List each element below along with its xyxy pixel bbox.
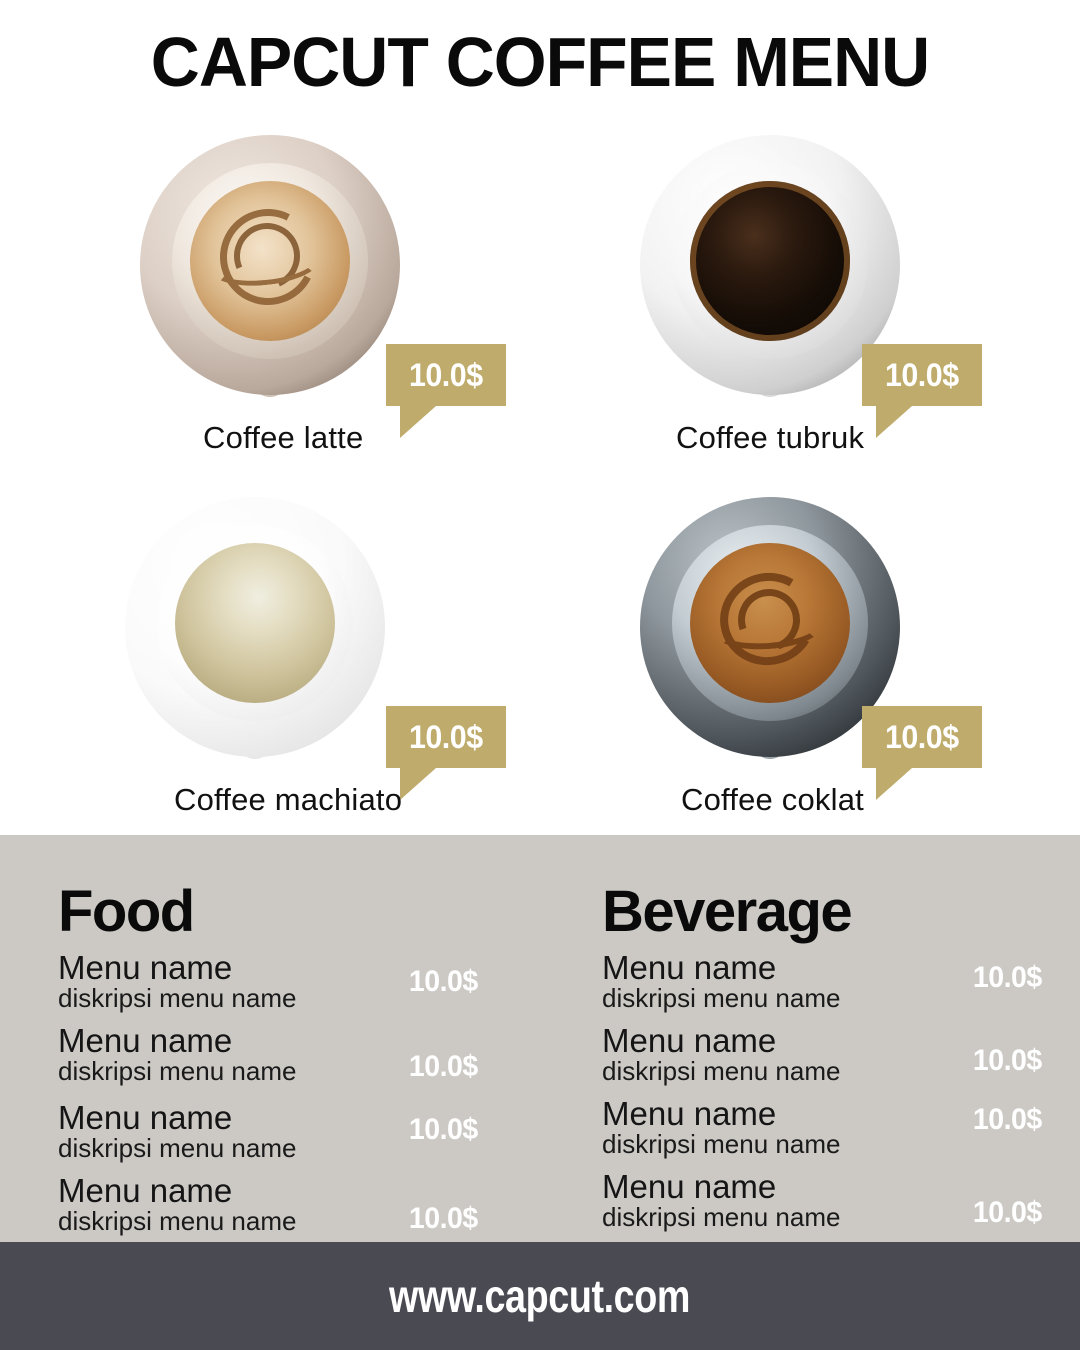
coffee-cup-chocolate-image — [640, 497, 900, 759]
badge-tail-icon — [876, 768, 912, 800]
menu-row[interactable]: Menu name diskripsi menu name 10.0$ — [602, 1024, 1062, 1085]
cocoa-art-icon — [690, 543, 850, 703]
menu-row[interactable]: Menu name diskripsi menu name 10.0$ — [58, 1174, 528, 1236]
menu-item-description: diskripsi menu name — [602, 1128, 841, 1159]
menu-item-price: 10.0$ — [409, 1049, 479, 1083]
cup-liquid — [190, 181, 350, 341]
latte-art-icon — [190, 181, 350, 341]
menu-column-beverage: Beverage Menu name diskripsi menu name 1… — [602, 835, 1062, 1243]
menu-item-name: Menu name — [58, 1098, 233, 1136]
menu-item-description: diskripsi menu name — [58, 1132, 297, 1163]
badge-tail-icon — [400, 768, 436, 800]
menu-row[interactable]: Menu name diskripsi menu name 10.0$ — [602, 1097, 1062, 1158]
price-amount: 10.0$ — [409, 718, 483, 755]
menu-item-name: Menu name — [602, 1094, 777, 1132]
coffee-cup-latte-image — [140, 135, 400, 397]
menu-item-price: 10.0$ — [973, 1195, 1043, 1229]
cup-liquid — [690, 181, 850, 341]
badge-tail-icon — [400, 406, 436, 438]
menu-item-price: 10.0$ — [973, 1043, 1043, 1077]
cup-liquid — [175, 543, 335, 703]
menu-item-name: Menu name — [58, 1021, 233, 1059]
menu-item-price: 10.0$ — [973, 1102, 1043, 1136]
coffee-item-machiato[interactable] — [45, 497, 485, 759]
menu-rows-beverage: Menu name diskripsi menu name 10.0$ Menu… — [602, 951, 1062, 1231]
cup-liquid — [690, 543, 850, 703]
menu-item-description: diskripsi menu name — [58, 1205, 297, 1236]
menu-row[interactable]: Menu name diskripsi menu name 10.0$ — [58, 1101, 528, 1162]
price-amount: 10.0$ — [409, 356, 483, 393]
coffee-name-coklat: Coffee coklat — [681, 782, 864, 817]
coffee-name-machiato: Coffee machiato — [174, 782, 403, 817]
page-title: CAPCUT COFFEE MENU — [150, 23, 930, 101]
menu-item-price: 10.0$ — [409, 1112, 479, 1146]
menu-item-price: 10.0$ — [409, 1201, 479, 1235]
menu-row[interactable]: Menu name diskripsi menu name 10.0$ — [58, 1024, 528, 1085]
menu-row[interactable]: Menu name diskripsi menu name 10.0$ — [602, 951, 1062, 1012]
menu-column-food: Food Menu name diskripsi menu name 10.0$… — [58, 835, 528, 1248]
menu-item-description: diskripsi menu name — [602, 982, 841, 1013]
coffee-name-latte: Coffee latte — [203, 420, 364, 455]
footer-bar: www.capcut.com — [0, 1242, 1080, 1350]
coffee-item-latte[interactable] — [45, 135, 485, 397]
price-badge-latte[interactable]: 10.0$ — [386, 344, 506, 438]
menu-rows-food: Menu name diskripsi menu name 10.0$ Menu… — [58, 951, 528, 1236]
coffee-item-tubruk[interactable] — [595, 135, 1035, 397]
website-url[interactable]: www.capcut.com — [389, 1270, 691, 1322]
menu-item-name: Menu name — [602, 1021, 777, 1059]
price-badge-coklat[interactable]: 10.0$ — [862, 706, 982, 800]
coffee-grid: 10.0$ 10.0$ 10.0$ 10.0$ Coffee latte Cof… — [45, 135, 1035, 817]
menu-panel: Food Menu name diskripsi menu name 10.0$… — [0, 835, 1080, 1242]
menu-column-title-food: Food — [58, 879, 195, 944]
coffee-name-tubruk: Coffee tubruk — [676, 420, 865, 455]
coffee-cup-machiato-image — [125, 497, 385, 759]
menu-item-price: 10.0$ — [409, 965, 479, 998]
menu-item-name: Menu name — [602, 1167, 777, 1205]
price-badge-machiato[interactable]: 10.0$ — [386, 706, 506, 800]
menu-item-price: 10.0$ — [973, 961, 1043, 994]
price-amount: 10.0$ — [885, 356, 959, 393]
menu-item-name: Menu name — [58, 949, 233, 986]
badge-tail-icon — [876, 406, 912, 438]
menu-item-name: Menu name — [58, 1171, 233, 1209]
menu-item-description: diskripsi menu name — [58, 982, 297, 1013]
coffee-cup-black-image — [640, 135, 900, 397]
menu-row[interactable]: Menu name diskripsi menu name 10.0$ — [602, 1170, 1062, 1231]
coffee-item-coklat[interactable] — [595, 497, 1035, 759]
menu-item-description: diskripsi menu name — [602, 1055, 841, 1086]
menu-column-title-beverage: Beverage — [602, 879, 853, 944]
menu-item-description: diskripsi menu name — [602, 1201, 841, 1232]
menu-row[interactable]: Menu name diskripsi menu name 10.0$ — [58, 951, 528, 1012]
price-amount: 10.0$ — [885, 718, 959, 755]
menu-item-name: Menu name — [602, 949, 777, 986]
menu-item-description: diskripsi menu name — [58, 1055, 297, 1086]
price-badge-tubruk[interactable]: 10.0$ — [862, 344, 982, 438]
